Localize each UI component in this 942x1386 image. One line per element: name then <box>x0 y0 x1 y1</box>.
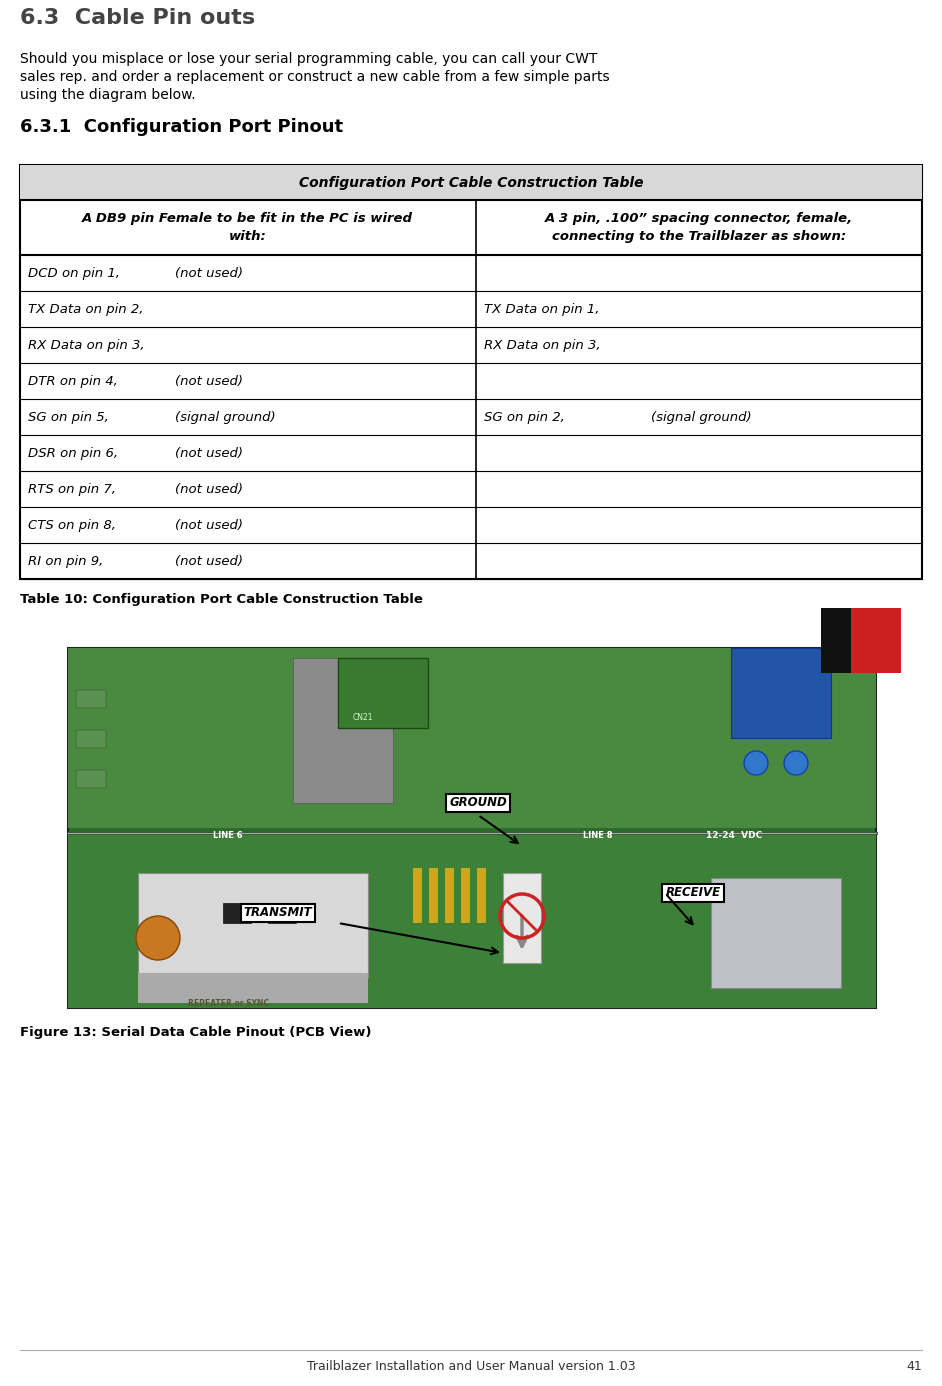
Text: with:: with: <box>229 230 267 243</box>
Bar <box>138 973 368 1003</box>
Bar <box>477 868 486 923</box>
Text: GROUND: GROUND <box>449 797 507 809</box>
Text: RECEIVE: RECEIVE <box>665 887 721 900</box>
Text: Figure 13: Serial Data Cable Pinout (PCB View): Figure 13: Serial Data Cable Pinout (PCB… <box>20 1026 371 1040</box>
Bar <box>851 608 901 674</box>
Text: RX Data on pin 3,: RX Data on pin 3, <box>483 338 600 352</box>
Circle shape <box>744 751 768 775</box>
Bar <box>338 658 428 728</box>
Text: 6.3.1  Configuration Port Pinout: 6.3.1 Configuration Port Pinout <box>20 118 343 136</box>
Bar <box>223 904 251 923</box>
Text: using the diagram below.: using the diagram below. <box>20 87 196 103</box>
Text: 12-24  VDC: 12-24 VDC <box>706 832 762 840</box>
Bar <box>293 658 393 802</box>
Text: Should you misplace or lose your serial programming cable, you can call your CWT: Should you misplace or lose your serial … <box>20 53 597 67</box>
Text: TRANSMIT: TRANSMIT <box>244 906 313 919</box>
Text: connecting to the Trailblazer as shown:: connecting to the Trailblazer as shown: <box>552 230 846 243</box>
Text: (not used): (not used) <box>175 482 243 496</box>
Circle shape <box>136 916 180 960</box>
Text: Trailblazer Installation and User Manual version 1.03: Trailblazer Installation and User Manual… <box>307 1360 635 1374</box>
Text: DTR on pin 4,: DTR on pin 4, <box>28 374 118 388</box>
Bar <box>413 868 422 923</box>
Bar <box>138 873 368 979</box>
Text: A 3 pin, .100” spacing connector, female,: A 3 pin, .100” spacing connector, female… <box>544 212 853 225</box>
Text: SG on pin 5,: SG on pin 5, <box>28 410 109 424</box>
Text: Configuration Port Cable Construction Table: Configuration Port Cable Construction Ta… <box>299 176 643 190</box>
Text: (not used): (not used) <box>175 374 243 388</box>
Text: TX Data on pin 2,: TX Data on pin 2, <box>28 302 143 316</box>
Text: RX Data on pin 3,: RX Data on pin 3, <box>28 338 145 352</box>
Bar <box>76 690 106 708</box>
Text: RI on pin 9,: RI on pin 9, <box>28 554 104 567</box>
Text: RTS on pin 7,: RTS on pin 7, <box>28 482 116 496</box>
Text: sales rep. and order a replacement or construct a new cable from a few simple pa: sales rep. and order a replacement or co… <box>20 71 609 85</box>
Bar <box>68 833 876 1008</box>
Bar <box>20 165 922 579</box>
Text: 41: 41 <box>906 1360 922 1374</box>
Bar <box>711 877 841 988</box>
Bar <box>429 868 438 923</box>
Bar <box>268 904 296 923</box>
Bar <box>76 771 106 789</box>
Text: CTS on pin 8,: CTS on pin 8, <box>28 518 116 531</box>
Text: (not used): (not used) <box>175 446 243 460</box>
Bar <box>461 868 470 923</box>
Text: LINE 8: LINE 8 <box>583 832 612 840</box>
Text: REPEATER or SYNC: REPEATER or SYNC <box>188 998 269 1008</box>
Bar <box>20 165 922 200</box>
Text: Table 10: Configuration Port Cable Construction Table: Table 10: Configuration Port Cable Const… <box>20 593 423 606</box>
Circle shape <box>784 751 808 775</box>
Bar <box>76 730 106 748</box>
Bar <box>731 649 831 737</box>
Bar <box>68 649 876 1008</box>
Text: A DB9 pin Female to be fit in the PC is wired: A DB9 pin Female to be fit in the PC is … <box>82 212 414 225</box>
Text: (not used): (not used) <box>175 518 243 531</box>
Text: DSR on pin 6,: DSR on pin 6, <box>28 446 118 460</box>
Text: (not used): (not used) <box>175 266 243 280</box>
Bar <box>503 873 541 963</box>
Bar <box>68 649 876 827</box>
Text: DCD on pin 1,: DCD on pin 1, <box>28 266 120 280</box>
Text: (signal ground): (signal ground) <box>175 410 276 424</box>
Bar <box>821 608 881 674</box>
Bar <box>445 868 454 923</box>
Text: SG on pin 2,: SG on pin 2, <box>483 410 564 424</box>
Text: 6.3  Cable Pin outs: 6.3 Cable Pin outs <box>20 8 255 28</box>
Text: CN21: CN21 <box>352 714 373 722</box>
Text: LINE 6: LINE 6 <box>213 832 243 840</box>
Text: (signal ground): (signal ground) <box>651 410 751 424</box>
Text: TX Data on pin 1,: TX Data on pin 1, <box>483 302 599 316</box>
Text: (not used): (not used) <box>175 554 243 567</box>
